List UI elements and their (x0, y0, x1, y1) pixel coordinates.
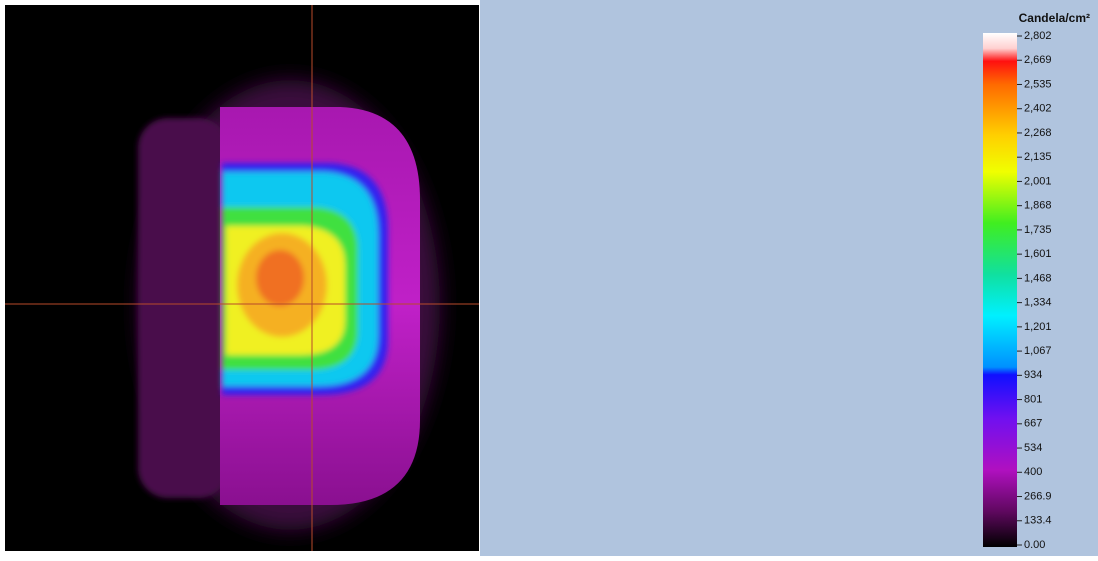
colorbar-tick-label: 1,468 (1024, 272, 1052, 284)
colorbar-tick-label: 801 (1024, 393, 1042, 405)
colorbar-tick-label: 534 (1024, 442, 1042, 454)
colorbar-tick-label: 1,868 (1024, 200, 1052, 212)
colorbar-tick-label: 400 (1024, 466, 1042, 478)
colorbar-tick-label: 1,334 (1024, 297, 1052, 309)
colorbar-tick-label: 934 (1024, 369, 1042, 381)
colorbar-tick-label: 266.9 (1024, 490, 1052, 502)
colorbar-title: Candela/cm² (1019, 11, 1090, 25)
colorbar-tick-label: 133.4 (1024, 515, 1052, 527)
colorbar-tick-label: 2,402 (1024, 103, 1052, 115)
colorbar-tick-label: 1,201 (1024, 321, 1052, 333)
colorbar-tick-label: 2,669 (1024, 54, 1052, 66)
colorbar-tick-label: 2,535 (1024, 78, 1052, 90)
colorbar (983, 33, 1017, 547)
colorbar-tick-label: 0.00 (1024, 539, 1045, 551)
peak-region (256, 250, 304, 306)
colorbar-tick-label: 2,268 (1024, 127, 1052, 139)
colorbar-tick-label: 1,601 (1024, 248, 1052, 260)
heatmap (138, 80, 440, 530)
colorbar-tick-label: 2,135 (1024, 151, 1052, 163)
colorbar-tick-label: 1,735 (1024, 224, 1052, 236)
colorbar-tick-label: 667 (1024, 418, 1042, 430)
dim-region (138, 118, 228, 498)
colorbar-tick-label: 2,001 (1024, 175, 1052, 187)
colorbar-tick-label: 2,802 (1024, 30, 1052, 42)
colorbar-tick-label: 1,067 (1024, 345, 1052, 357)
